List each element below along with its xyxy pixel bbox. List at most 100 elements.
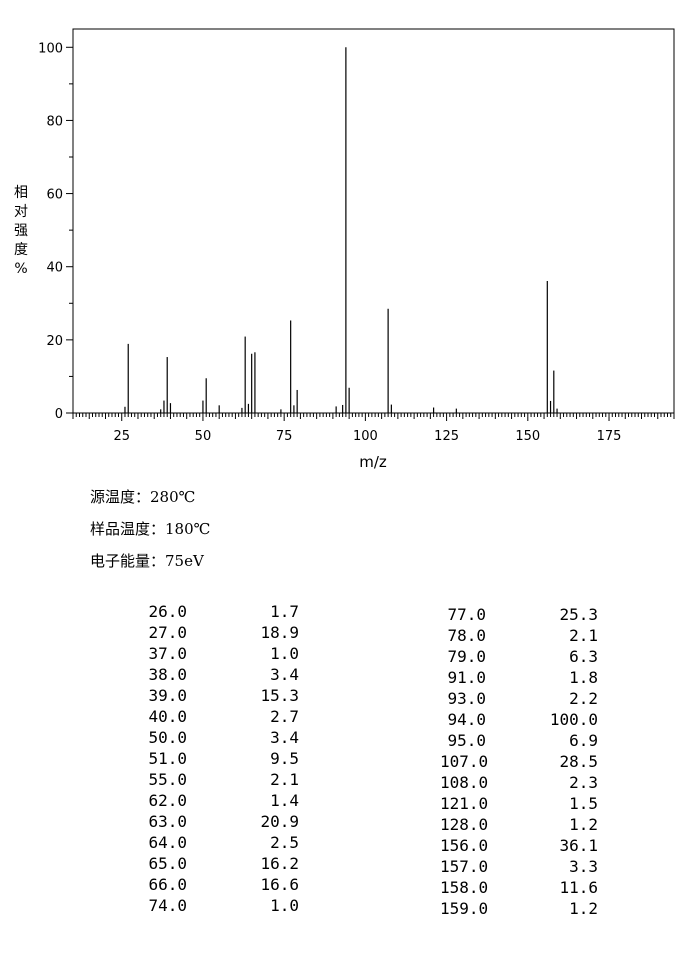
abundance-value: 1.7 bbox=[270, 602, 299, 621]
mz-value: 77.0 bbox=[447, 605, 486, 624]
abundance-value: 16.6 bbox=[260, 875, 299, 894]
abundance-value: 2.5 bbox=[270, 833, 299, 852]
peak-table-row: 26.0 1.7 bbox=[141, 601, 299, 622]
y-axis-title-char: 对 bbox=[14, 204, 28, 220]
abundance-value: 1.4 bbox=[270, 791, 299, 810]
mz-value: 55.0 bbox=[148, 770, 187, 789]
abundance-value: 1.2 bbox=[569, 815, 598, 834]
x-tick-label: 175 bbox=[597, 429, 622, 444]
x-tick-label: 75 bbox=[276, 429, 293, 444]
peak-table-row: 128.0 1.2 bbox=[440, 814, 598, 835]
mz-value: 66.0 bbox=[148, 875, 187, 894]
peak-table-row: 27.0 18.9 bbox=[141, 622, 299, 643]
mz-value: 37.0 bbox=[148, 644, 187, 663]
mz-value: 65.0 bbox=[148, 854, 187, 873]
mz-value: 108.0 bbox=[440, 773, 489, 792]
abundance-value: 28.5 bbox=[559, 752, 598, 771]
abundance-value: 20.9 bbox=[260, 812, 299, 831]
mz-value: 156.0 bbox=[440, 836, 489, 855]
peak-table-row: 78.0 2.1 bbox=[440, 625, 598, 646]
peak-table-row: 93.0 2.2 bbox=[440, 688, 598, 709]
sample-temperature: 样品温度：180℃ bbox=[90, 520, 211, 538]
peak-table-row: 158.0 11.6 bbox=[440, 877, 598, 898]
peak-table-row: 40.0 2.7 bbox=[141, 706, 299, 727]
y-axis: 0 20 40 60 80 100 bbox=[38, 41, 73, 422]
mz-value: 38.0 bbox=[148, 665, 187, 684]
mz-value: 128.0 bbox=[440, 815, 489, 834]
peak-table-row: 91.0 1.8 bbox=[440, 667, 598, 688]
peak-table-row: 159.0 1.2 bbox=[440, 898, 598, 919]
mz-value: 121.0 bbox=[440, 794, 489, 813]
x-tick-label: 25 bbox=[113, 429, 130, 444]
peak-table-row: 55.0 2.1 bbox=[141, 769, 299, 790]
abundance-value: 2.7 bbox=[270, 707, 299, 726]
peak-table-right: 77.0 25.3 78.0 2.1 79.0 6.3 91.0 1.8 93.0 2.2 94.0… bbox=[440, 604, 598, 919]
peak-table-row: 157.0 3.3 bbox=[440, 856, 598, 877]
abundance-value: 18.9 bbox=[260, 623, 299, 642]
abundance-value: 36.1 bbox=[559, 836, 598, 855]
abundance-value: 1.2 bbox=[569, 899, 598, 918]
peak-lines bbox=[124, 47, 558, 413]
abundance-value: 1.8 bbox=[569, 668, 598, 687]
abundance-value: 16.2 bbox=[260, 854, 299, 873]
mz-value: 74.0 bbox=[148, 896, 187, 915]
mz-value: 159.0 bbox=[440, 899, 489, 918]
mz-value: 79.0 bbox=[447, 647, 486, 666]
source-temperature: 源温度：280℃ bbox=[90, 488, 196, 506]
y-axis-title-char: 相 bbox=[14, 185, 28, 201]
abundance-value: 6.9 bbox=[569, 731, 598, 750]
peak-table-left: 26.0 1.7 27.0 18.9 37.0 1.0 38.0 3.4 39.0 15.3 40.… bbox=[141, 601, 299, 916]
x-tick-label: 50 bbox=[195, 429, 212, 444]
y-axis-title-char: % bbox=[14, 261, 27, 277]
peak-table-row: 74.0 1.0 bbox=[141, 895, 299, 916]
peak-table-row: 94.0 100.0 bbox=[440, 709, 598, 730]
mass-spectrum-chart: 25 50 75 100 125 150 175 0 20 40 60 80 100 m/z 相对强度… bbox=[14, 28, 675, 471]
electron-energy: 电子能量：75eV bbox=[90, 552, 204, 570]
abundance-value: 3.4 bbox=[270, 665, 299, 684]
plot-frame bbox=[72, 28, 675, 414]
mz-value: 40.0 bbox=[148, 707, 187, 726]
abundance-value: 2.3 bbox=[569, 773, 598, 792]
abundance-value: 1.0 bbox=[270, 644, 299, 663]
peak-table-row: 107.0 28.5 bbox=[440, 751, 598, 772]
mz-value: 63.0 bbox=[148, 812, 187, 831]
x-tick-label: 100 bbox=[353, 429, 378, 444]
x-tick-label: 125 bbox=[434, 429, 459, 444]
mz-value: 158.0 bbox=[440, 878, 489, 897]
peak-table-row: 108.0 2.3 bbox=[440, 772, 598, 793]
abundance-value: 2.1 bbox=[270, 770, 299, 789]
x-axis-title: m/z bbox=[359, 453, 387, 471]
y-axis-title-char: 度 bbox=[14, 242, 28, 258]
abundance-value: 1.0 bbox=[270, 896, 299, 915]
y-tick-label: 80 bbox=[46, 114, 63, 129]
peak-table-row: 65.0 16.2 bbox=[141, 853, 299, 874]
mz-value: 95.0 bbox=[447, 731, 486, 750]
peak-table-row: 37.0 1.0 bbox=[141, 643, 299, 664]
abundance-value: 1.5 bbox=[569, 794, 598, 813]
mz-value: 91.0 bbox=[447, 668, 486, 687]
peak-table-row: 95.0 6.9 bbox=[440, 730, 598, 751]
peak-table-row: 77.0 25.3 bbox=[440, 604, 598, 625]
y-tick-label: 100 bbox=[38, 41, 63, 56]
peak-table-row: 62.0 1.4 bbox=[141, 790, 299, 811]
peak-table-row: 51.0 9.5 bbox=[141, 748, 299, 769]
peak-table-row: 38.0 3.4 bbox=[141, 664, 299, 685]
peak-table-row: 50.0 3.4 bbox=[141, 727, 299, 748]
abundance-value: 3.3 bbox=[569, 857, 598, 876]
peak-table-row: 121.0 1.5 bbox=[440, 793, 598, 814]
mz-value: 50.0 bbox=[148, 728, 187, 747]
abundance-value: 100.0 bbox=[549, 710, 598, 729]
mz-value: 64.0 bbox=[148, 833, 187, 852]
y-tick-label: 0 bbox=[55, 407, 63, 422]
mz-value: 51.0 bbox=[148, 749, 187, 768]
y-tick-label: 60 bbox=[46, 188, 63, 203]
peak-table-row: 156.0 36.1 bbox=[440, 835, 598, 856]
mz-value: 26.0 bbox=[148, 602, 187, 621]
mz-value: 62.0 bbox=[148, 791, 187, 810]
mz-value: 94.0 bbox=[447, 710, 486, 729]
abundance-value: 25.3 bbox=[559, 605, 598, 624]
abundance-value: 11.6 bbox=[559, 878, 598, 897]
peak-table-row: 64.0 2.5 bbox=[141, 832, 299, 853]
abundance-value: 9.5 bbox=[270, 749, 299, 768]
